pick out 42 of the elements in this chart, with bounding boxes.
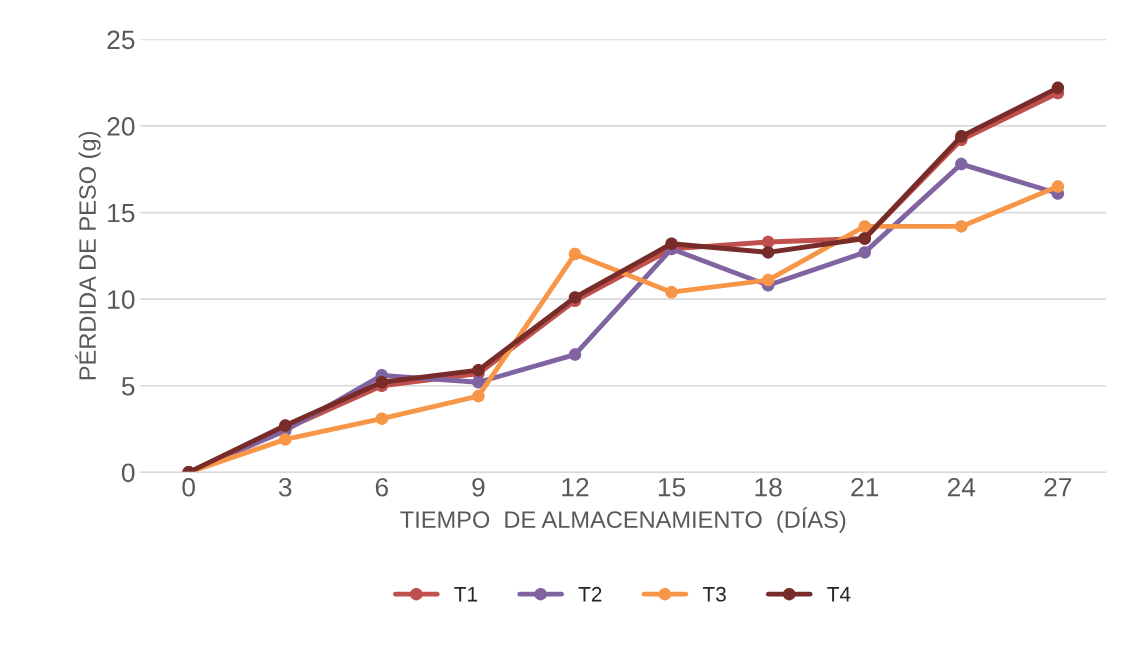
point (858, 246, 871, 259)
point (761, 246, 775, 259)
point (955, 220, 968, 233)
point (955, 157, 968, 171)
y-tick-label: 10 (108, 290, 135, 309)
point (568, 348, 582, 361)
x-tick-label: 24 (947, 477, 976, 497)
y-tick-label: 15 (108, 203, 135, 223)
x-axis-title: TIEMPO DE ALMACENAMIENTO (DÍAS) (400, 507, 846, 533)
x-tick-label: 27 (1044, 477, 1072, 497)
point (858, 220, 871, 233)
point (955, 130, 968, 143)
y-tick-label: 25 (107, 30, 135, 50)
point (278, 433, 292, 446)
point (1051, 81, 1065, 95)
y-axis-title: PÉRDIDA DE PESO (g) (75, 132, 101, 380)
point (472, 363, 485, 377)
x-tick-label: 9 (472, 477, 485, 497)
legend-label: T1 (454, 587, 478, 602)
x-tick-label: 12 (562, 477, 589, 497)
x-tick-label: 15 (658, 478, 686, 497)
x-tick-label: 18 (755, 477, 782, 497)
legend-label: T2 (578, 586, 602, 602)
legend-label: T4 (827, 587, 851, 602)
y-tick-label: 0 (121, 463, 135, 483)
legend-label: T3 (702, 586, 726, 602)
point (568, 247, 582, 261)
point (1051, 180, 1065, 193)
point (665, 285, 678, 299)
x-tick-label: 6 (375, 477, 388, 497)
point (278, 419, 292, 432)
point (761, 273, 775, 287)
x-tick-label: 3 (278, 477, 292, 497)
x-tick-label: 0 (182, 477, 195, 497)
point (665, 237, 678, 250)
point (375, 412, 389, 425)
point (472, 376, 485, 389)
y-tick-label: 5 (121, 377, 135, 396)
x-tick-label: 21 (851, 477, 879, 497)
y-tick-label: 20 (107, 117, 135, 136)
point (472, 389, 485, 403)
point (568, 291, 582, 304)
